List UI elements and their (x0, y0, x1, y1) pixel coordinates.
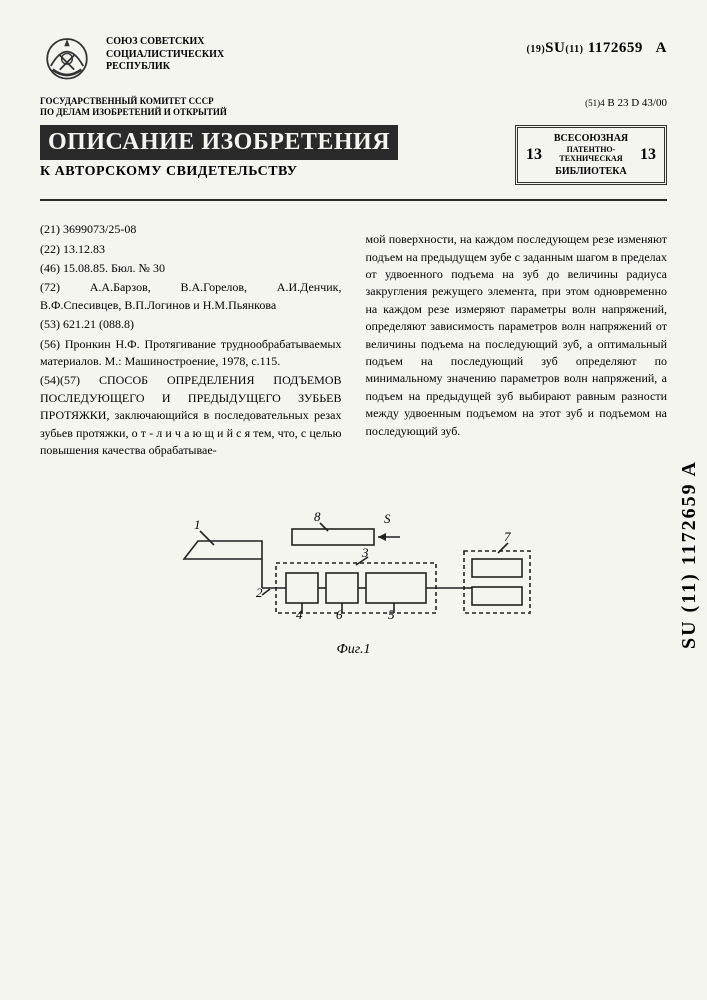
svg-text:8: 8 (314, 509, 321, 524)
field-56: (56) Пронкин Н.Ф. Протягивание труднообр… (40, 336, 342, 371)
svg-text:S: S (384, 511, 391, 526)
right-column: мой поверхности, на каждом последующем р… (366, 219, 668, 461)
figure-1: 12345678S Фиг.1 (40, 501, 667, 658)
left-column: (21) 3699073/25-08 (22) 13.12.83 (46) 15… (40, 219, 342, 461)
divider (40, 199, 667, 201)
figure-caption: Фиг.1 (40, 642, 667, 658)
field-46: (46) 15.08.85. Бюл. № 30 (40, 260, 342, 277)
library-stamp: ВСЕСОЮЗНАЯ 13 ПАТЕНТНО- ТЕХНИЧЕСКАЯ 13 Б… (515, 125, 667, 186)
stamp-line: ПАТЕНТНО- (567, 145, 616, 154)
side-publication-number: SU (11) 1172659 A (678, 460, 701, 649)
abstract-continuation: мой поверхности, на каждом последующем р… (366, 231, 668, 440)
title-block: ОПИСАНИЕ ИЗОБРЕТЕНИЯ К АВТОРСКОМУ СВИДЕТ… (40, 125, 667, 186)
patent-page: СОЮЗ СОВЕТСКИХ СОЦИАЛИСТИЧЕСКИХ РЕСПУБЛИ… (0, 0, 707, 1000)
publication-number: (19)SU(11) 1172659 A (527, 30, 668, 57)
block-diagram-icon: 12345678S (164, 501, 544, 631)
field-53: (53) 621.21 (088.8) (40, 316, 342, 333)
title-sub: К АВТОРСКОМУ СВИДЕТЕЛЬСТВУ (40, 164, 398, 180)
ussr-emblem-icon (40, 30, 94, 84)
field-72: (72) А.А.Барзов, В.А.Горелов, А.И.Денчик… (40, 279, 342, 314)
field-22: (22) 13.12.83 (40, 241, 342, 258)
stamp-line: ТЕХНИЧЕСКАЯ (559, 154, 622, 163)
body-columns: (21) 3699073/25-08 (22) 13.12.83 (46) 15… (40, 219, 667, 461)
union-name: СОЮЗ СОВЕТСКИХ СОЦИАЛИСТИЧЕСКИХ РЕСПУБЛИ… (106, 30, 515, 74)
stamp-line: БИБЛИОТЕКА (526, 165, 656, 178)
svg-text:7: 7 (504, 529, 511, 544)
stamp-line: ВСЕСОЮЗНАЯ (526, 132, 656, 145)
abstract-title: (54)(57) СПОСОБ ОПРЕДЕЛЕНИЯ ПОДЪЕМОВ ПОС… (40, 372, 342, 459)
title-text: ОПИСАНИЕ ИЗОБРЕТЕНИЯ К АВТОРСКОМУ СВИДЕТ… (40, 125, 398, 180)
stamp-number: 13 (526, 145, 542, 166)
header: СОЮЗ СОВЕТСКИХ СОЦИАЛИСТИЧЕСКИХ РЕСПУБЛИ… (40, 30, 667, 84)
title-main: ОПИСАНИЕ ИЗОБРЕТЕНИЯ (40, 125, 398, 160)
field-21: (21) 3699073/25-08 (40, 221, 342, 238)
stamp-number: 13 (640, 145, 656, 166)
svg-text:1: 1 (194, 517, 201, 532)
svg-text:2: 2 (256, 585, 263, 600)
